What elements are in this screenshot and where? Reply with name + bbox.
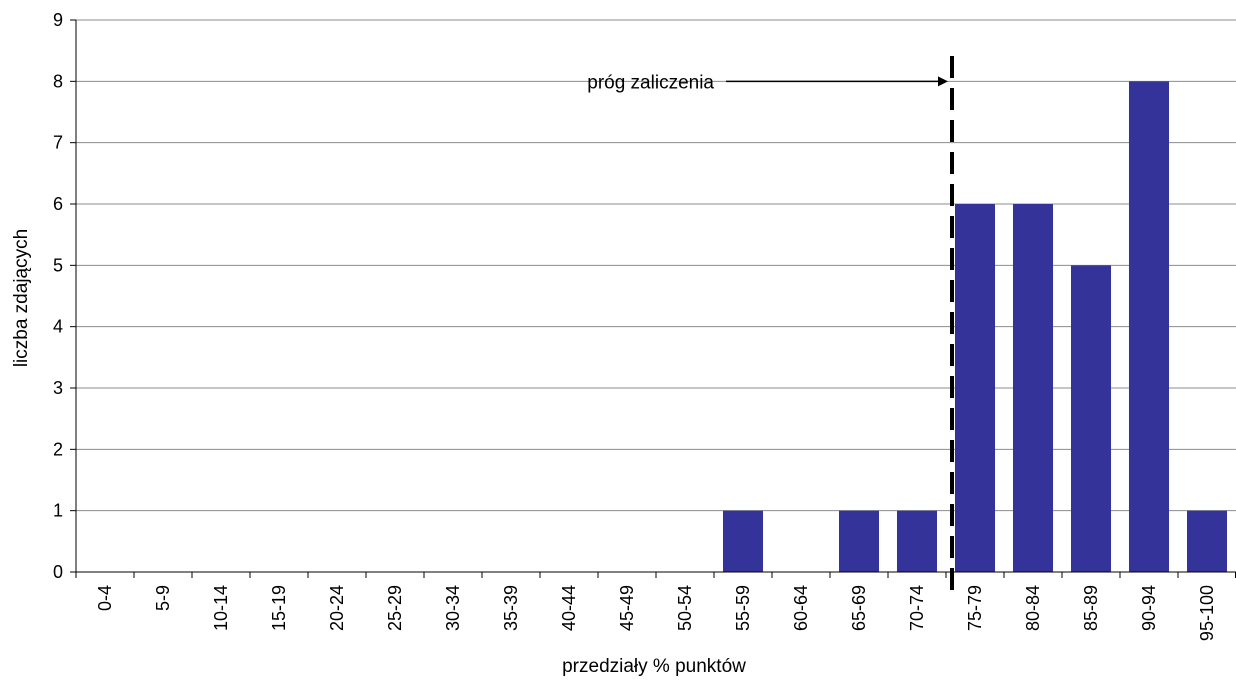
gridlines	[76, 19, 1236, 512]
x-tick-label: 90-94	[1139, 585, 1159, 631]
y-tick-label: 5	[53, 255, 63, 275]
y-tick-label: 3	[53, 378, 63, 398]
y-tick-label: 4	[53, 317, 63, 337]
bar-90-94	[1128, 81, 1170, 572]
x-tick-label: 85-89	[1081, 585, 1101, 631]
threshold-annotation: próg zaliczenia	[587, 56, 954, 594]
threshold-label: próg zaliczenia	[587, 72, 714, 93]
x-tick-label: 55-59	[733, 585, 753, 631]
x-tick-label: 20-24	[327, 585, 347, 631]
x-tick-label: 15-19	[269, 585, 289, 631]
bar-70-74	[896, 510, 938, 572]
bars	[722, 81, 1228, 572]
threshold-arrowhead	[938, 76, 948, 87]
bar-65-69	[838, 510, 880, 572]
x-tick-label: 65-69	[849, 585, 869, 631]
x-tick-label: 75-79	[965, 585, 985, 631]
x-tick-label: 80-84	[1023, 585, 1043, 631]
y-tick-label: 7	[53, 133, 63, 153]
y-tick-label: 8	[53, 71, 63, 91]
x-tick-label: 95-100	[1197, 585, 1217, 641]
x-tick-label: 45-49	[617, 585, 637, 631]
bar-85-89	[1070, 265, 1112, 572]
x-tick-label: 30-34	[443, 585, 463, 631]
x-tick-label: 50-54	[675, 585, 695, 631]
y-tick-label: 9	[53, 10, 63, 30]
axes	[75, 20, 1236, 573]
y-tick-labels: 0 1 2 3 4 5 6 7 8 9	[53, 10, 76, 582]
bar-75-79	[954, 204, 996, 572]
y-tick-label: 0	[53, 562, 63, 582]
y-tick-label: 6	[53, 194, 63, 214]
x-tick-label: 10-14	[211, 585, 231, 631]
y-axis-label: liczba zdających	[11, 229, 32, 367]
x-tick-labels: 0-4 5-9 10-14 15-19 20-24 25-29 30-34 35-39 40-4…	[75, 572, 1236, 641]
bar-95-100	[1186, 510, 1228, 572]
x-tick-label: 25-29	[385, 585, 405, 631]
x-tick-label: 70-74	[907, 585, 927, 631]
x-tick-label: 60-64	[791, 585, 811, 631]
y-tick-label: 2	[53, 439, 63, 459]
y-tick-label: 1	[53, 501, 63, 521]
x-tick-label: 35-39	[501, 585, 521, 631]
bar-80-84	[1012, 204, 1054, 572]
x-tick-label: 40-44	[559, 585, 579, 631]
x-axis-label: przedziały % punktów	[562, 656, 746, 677]
x-tick-label: 5-9	[153, 585, 173, 611]
x-tick-label: 0-4	[95, 585, 115, 611]
bar-55-59	[722, 510, 764, 572]
